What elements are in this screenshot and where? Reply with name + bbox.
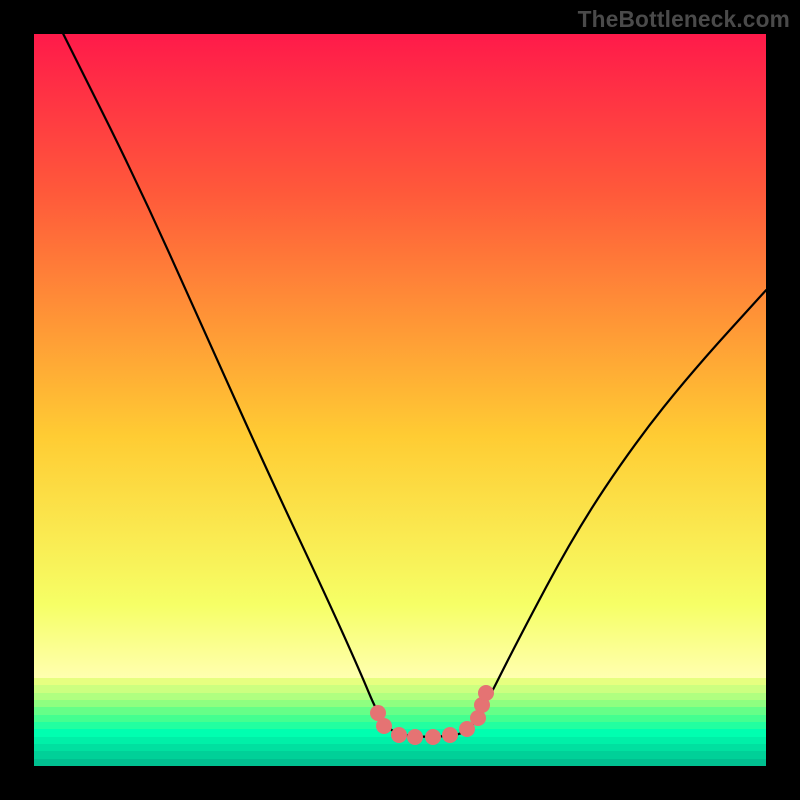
bottleneck-curve: [34, 34, 766, 766]
chart-canvas: TheBottleneck.com: [0, 0, 800, 800]
curve-marker: [376, 718, 392, 734]
curve-marker: [391, 727, 407, 743]
curve-path: [63, 34, 766, 737]
watermark-label: TheBottleneck.com: [578, 6, 790, 33]
curve-marker: [407, 729, 423, 745]
curve-marker: [425, 729, 441, 745]
plot-area: [34, 34, 766, 766]
curve-marker: [442, 727, 458, 743]
curve-marker: [478, 685, 494, 701]
